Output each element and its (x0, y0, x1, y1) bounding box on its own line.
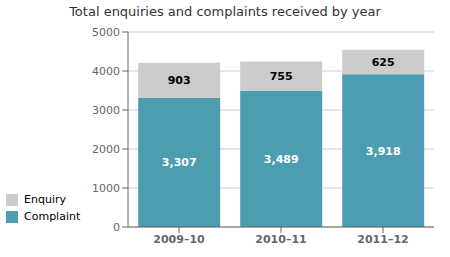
svg-text:5000: 5000 (92, 26, 120, 39)
svg-text:2000: 2000 (92, 143, 120, 156)
svg-text:2011–12: 2011–12 (357, 233, 408, 246)
html-text:Enquiry: Enquiry (24, 193, 66, 206)
html-text:Complaint: Complaint (24, 210, 81, 223)
svg-text:625: 625 (372, 56, 395, 69)
svg-text:3000: 3000 (92, 104, 120, 117)
html-text:Total enquiries and complaints: Total enquiries and complaints received … (69, 4, 381, 19)
svg-text:3,918: 3,918 (366, 145, 401, 158)
svg-text:4000: 4000 (92, 65, 120, 78)
svg-text:903: 903 (168, 74, 191, 87)
svg-text:3,489: 3,489 (264, 153, 299, 166)
svg-text:2009–10: 2009–10 (153, 233, 205, 246)
svg-text:3,307: 3,307 (162, 156, 197, 169)
svg-text:2010–11: 2010–11 (255, 233, 306, 246)
svg-text:0: 0 (113, 221, 120, 234)
svg-text:755: 755 (270, 70, 293, 83)
svg-text:1000: 1000 (92, 182, 120, 195)
